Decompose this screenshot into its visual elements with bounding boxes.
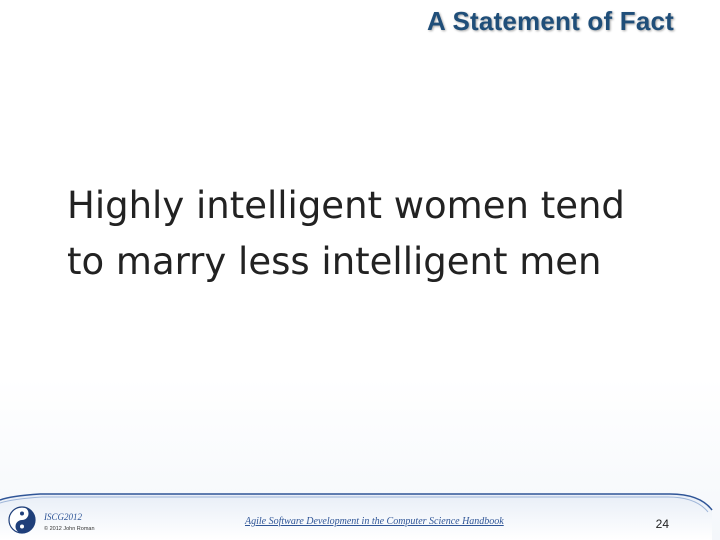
conference-label: ISCG2012 [44, 512, 82, 522]
copyright-text: © 2012 John Roman [44, 526, 95, 532]
body-line-1: Highly intelligent women tend [67, 184, 625, 227]
book-title-link[interactable]: Agile Software Development in the Comput… [245, 516, 504, 527]
slide-body: Highly intelligent women tend to marry l… [67, 178, 687, 290]
footer-swoosh [0, 493, 713, 540]
yin-yang-icon [8, 506, 36, 534]
slide-title: A Statement of Fact [427, 6, 674, 36]
page-number: 24 [655, 517, 669, 531]
body-line-2: to marry less intelligent men [67, 240, 602, 283]
footer-band [0, 470, 720, 540]
